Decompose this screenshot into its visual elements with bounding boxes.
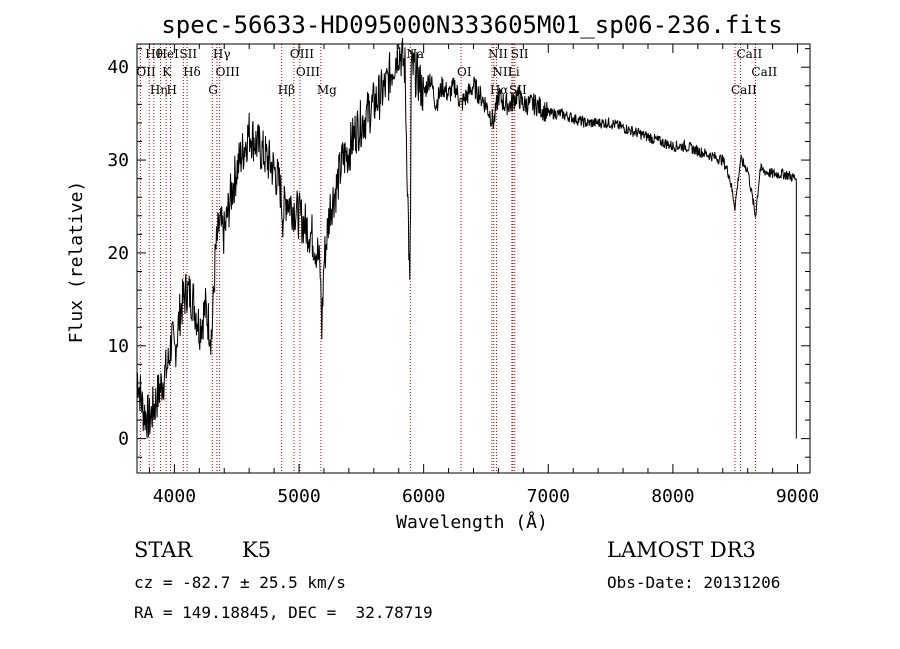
spectral-line-label: Li	[508, 65, 520, 79]
survey-name: LAMOST DR3	[607, 538, 756, 562]
spectral-line-label: OI	[457, 65, 472, 79]
x-tick-label: 8000	[651, 486, 694, 507]
spectral-line-label: Hη	[150, 83, 168, 97]
x-tick-label: 4000	[153, 486, 196, 507]
object-class: STAR	[134, 538, 193, 562]
observation-date: Obs-Date: 20131206	[607, 573, 781, 592]
spectral-line-label: CaII	[731, 83, 757, 97]
redshift-text: cz = -82.7 ± 25.5 km/s	[134, 573, 346, 592]
spectral-line-label: OIII	[296, 65, 320, 79]
spectral-line-label: K	[162, 65, 172, 79]
spectral-line-label: NII	[488, 47, 508, 61]
x-tick-label: 9000	[776, 486, 819, 507]
y-tick-label: 40	[107, 57, 129, 78]
y-tick-label: 20	[107, 243, 129, 264]
spectral-line-label: G	[208, 83, 218, 97]
spectral-line-label: CaII	[736, 47, 762, 61]
x-tick-label: 7000	[527, 486, 570, 507]
spectral-line-label: CaII	[751, 65, 777, 79]
y-axis-label: Flux (relative)	[66, 181, 87, 344]
spectral-line-label: NII	[492, 65, 512, 79]
x-tick-label: 6000	[402, 486, 445, 507]
coordinates-text: RA = 149.18845, DEC = 32.78719	[134, 603, 433, 622]
chart-title: spec-56633-HD095000N333605M01_sp06-236.f…	[161, 11, 782, 39]
spectral-line-label: Hδ	[183, 65, 201, 79]
y-tick-label: 30	[107, 150, 129, 171]
spectral-line-label: Hγ	[213, 47, 231, 61]
spectral-line-label: HeI	[157, 47, 180, 61]
plot-frame	[136, 43, 811, 474]
spectral-line-label: OIII	[216, 65, 240, 79]
spectral-line-label: SII	[511, 47, 529, 61]
spectral-line-label: SII	[179, 47, 197, 61]
y-tick-label: 10	[107, 336, 129, 357]
spectral-line-label: OIII	[290, 47, 314, 61]
spectral-line-label: Hβ	[278, 83, 295, 97]
y-tick-label: 0	[118, 429, 129, 450]
x-axis-label: Wavelength (Å)	[396, 511, 548, 533]
spectral-line-label: OII	[136, 65, 156, 79]
object-subclass: K5	[242, 538, 272, 562]
spectral-line-label: Mg	[317, 83, 337, 97]
spectral-line-label: H	[167, 83, 177, 97]
spectrum-line	[136, 38, 797, 439]
x-tick-label: 5000	[277, 486, 320, 507]
